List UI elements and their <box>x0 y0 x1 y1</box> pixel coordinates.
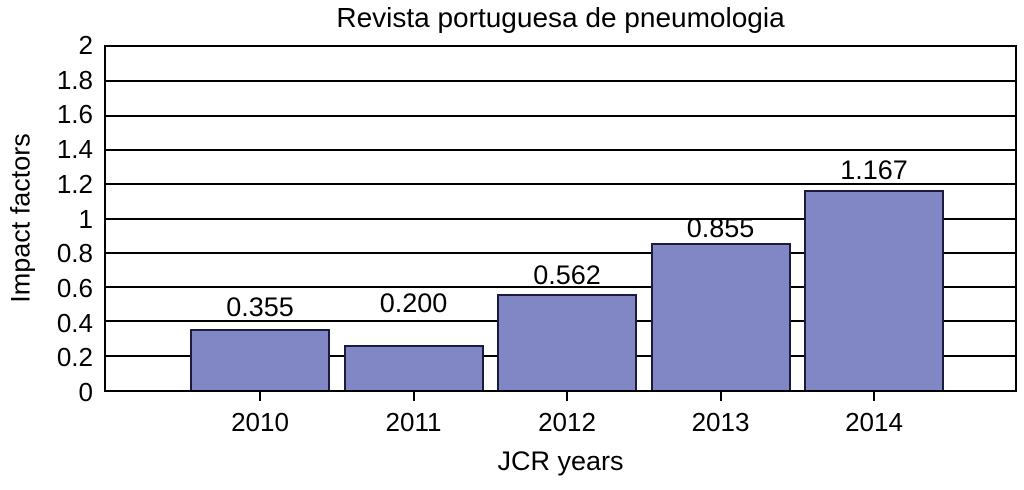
y-tick-label: 1.8 <box>56 64 93 95</box>
y-gridline <box>106 80 1015 83</box>
x-tick-mark <box>873 392 875 401</box>
x-tick-label: 2014 <box>845 407 903 437</box>
x-tick-label: 2010 <box>231 407 289 437</box>
bar-2014 <box>804 189 944 390</box>
x-tick-label: 2013 <box>691 407 750 437</box>
x-tick-mark <box>566 392 568 401</box>
y-gridline <box>106 217 1015 220</box>
y-tick-label: 0.2 <box>56 342 93 373</box>
x-tick-label: 2011 <box>385 407 442 437</box>
x-axis-title: JCR years <box>497 446 624 476</box>
bar-2011 <box>343 345 484 390</box>
x-tick-mark <box>259 392 261 401</box>
y-tick-label: 0 <box>78 377 93 407</box>
bar-value-label: 1.167 <box>840 154 908 185</box>
chart-title: Revista portuguesa de pneumologia <box>336 2 785 33</box>
y-gridline <box>106 114 1015 117</box>
y-tick-label: 0.4 <box>56 307 93 338</box>
y-tick-label: 1 <box>78 203 93 234</box>
bar-2013 <box>650 243 791 390</box>
y-tick-label: 1.2 <box>56 168 93 199</box>
x-tick-mark <box>412 392 415 401</box>
bar-2010 <box>190 329 330 390</box>
y-tick-label: 1.4 <box>56 134 93 165</box>
x-tick-label: 2012 <box>538 407 596 437</box>
y-tick-label: 1.6 <box>56 99 93 130</box>
bar-2012 <box>497 293 637 390</box>
plot-area: 0.355 0.200 0.562 0.855 1.167 <box>104 45 1017 392</box>
bar-value-label: 0.355 <box>226 292 294 323</box>
bar-value-label: 0.855 <box>686 213 755 244</box>
y-tick-label: 2 <box>78 30 93 60</box>
bar-value-label: 0.562 <box>533 259 601 290</box>
y-gridline <box>106 148 1015 151</box>
y-gridline <box>106 183 1015 186</box>
y-tick-label: 0.6 <box>56 272 93 303</box>
x-tick-mark <box>719 392 722 401</box>
y-gridline <box>106 286 1015 289</box>
y-gridline <box>106 251 1015 254</box>
bar-value-label: 0.200 <box>379 288 448 319</box>
y-tick-label: 0.8 <box>56 238 93 269</box>
